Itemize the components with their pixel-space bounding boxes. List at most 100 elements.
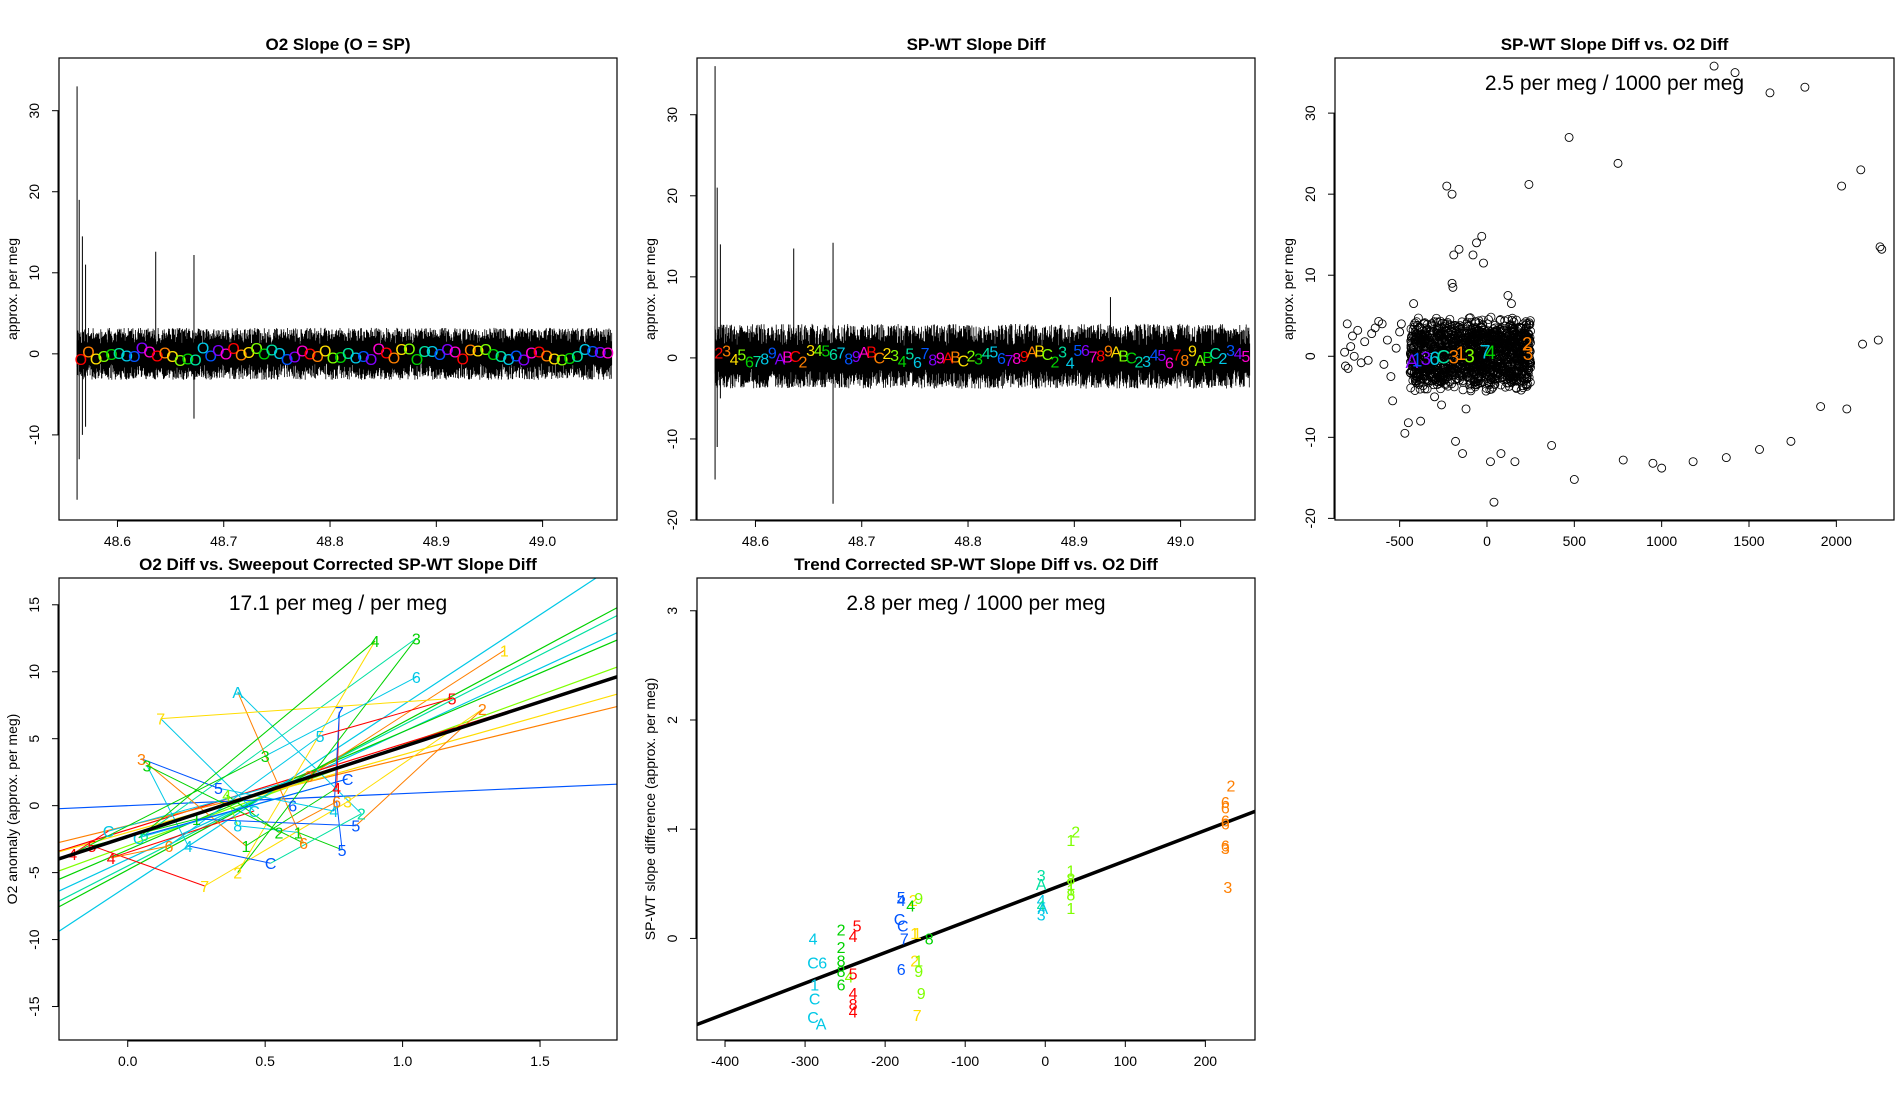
scatter-point <box>1468 250 1478 260</box>
y-tick-label: 10 <box>26 664 42 680</box>
point-label: 3 <box>143 758 152 775</box>
series-marker: O <box>434 347 446 364</box>
series-marker: O <box>594 345 606 362</box>
series-marker: 3 <box>1142 354 1151 371</box>
x-tick-label: 500 <box>1563 533 1587 549</box>
scatter-point <box>1858 339 1868 349</box>
cluster-label: 6 <box>1429 349 1440 370</box>
scatter-point <box>1426 360 1436 370</box>
x-tick-label: 48.8 <box>954 533 981 549</box>
connector-line <box>188 845 271 864</box>
series-marker: 9 <box>1188 344 1197 361</box>
scatter-point <box>1467 361 1477 371</box>
scatter-point <box>1842 404 1852 414</box>
scatter-point <box>1506 346 1516 356</box>
scatter-point <box>1377 319 1387 329</box>
series-marker: O <box>510 349 522 366</box>
x-tick-label: -200 <box>871 1053 899 1069</box>
point-label: C <box>265 856 277 873</box>
point-label: 8 <box>233 819 242 836</box>
series-marker: O <box>136 341 148 358</box>
scatter-point <box>1481 367 1491 377</box>
chart-title: SP-WT Slope Diff <box>907 35 1046 54</box>
series-marker: O <box>105 347 117 364</box>
point-label: 3 <box>137 752 146 769</box>
series-marker: O <box>464 342 476 359</box>
connector-line <box>141 758 247 847</box>
series-marker: O <box>113 346 125 363</box>
connector-line <box>319 698 453 737</box>
plot-area: 23456789ABC23456789ABC23456789ABC2345678… <box>714 66 1250 504</box>
scatter-point <box>1800 82 1810 92</box>
point-label: 6 <box>140 828 149 845</box>
scatter-point <box>1504 331 1514 340</box>
scatter-point <box>1426 329 1435 339</box>
scatter-point <box>1469 368 1479 378</box>
point-label: 4 <box>849 929 858 946</box>
series-marker: 8 <box>1012 351 1021 368</box>
point-label: 1 <box>294 825 303 842</box>
series-marker: 5 <box>737 347 746 364</box>
series-marker: B <box>782 350 793 367</box>
panel-p4: 454CC664337215481C3C26163546543C527A7436… <box>4 555 618 1069</box>
scatter-point <box>1429 355 1438 365</box>
scatter-point <box>1514 366 1524 375</box>
point-label: 7 <box>900 931 909 948</box>
scatter-point <box>1499 331 1509 340</box>
scatter-point <box>1363 355 1373 365</box>
y-tick-label: -10 <box>664 429 680 449</box>
scatter-point <box>1486 312 1496 322</box>
scatter-point <box>1490 339 1500 349</box>
y-tick-label: 0 <box>26 350 42 358</box>
scatter-point <box>1406 343 1416 353</box>
series-marker: O <box>128 349 140 366</box>
scatter-point <box>1515 356 1524 366</box>
x-tick-label: 200 <box>1194 1053 1218 1069</box>
y-axis: -20 -10 0 10 20 30 <box>664 107 697 530</box>
scatter-point <box>1433 365 1443 375</box>
scatter-point <box>1396 319 1406 329</box>
scatter-point <box>1475 350 1485 360</box>
scatter-point <box>1465 334 1475 344</box>
scatter-point <box>1564 132 1574 142</box>
series-marker: B <box>950 350 961 367</box>
series-marker: O <box>602 346 614 363</box>
scatter-point <box>1410 318 1420 328</box>
connector-line <box>278 801 337 833</box>
scatter-point <box>1433 341 1443 351</box>
connector-line <box>141 758 219 789</box>
series-marker: 2 <box>966 349 975 366</box>
series-marker: A <box>1195 353 1206 370</box>
series-marker: 2 <box>714 346 723 363</box>
cluster-label: 3 <box>1448 347 1459 368</box>
series-marker: 8 <box>760 351 769 368</box>
scatter-point <box>1449 341 1459 351</box>
point-label: A <box>1038 901 1049 918</box>
series-marker: B <box>1034 344 1045 361</box>
scatter-point <box>1730 68 1740 78</box>
scatter-point <box>1449 382 1459 392</box>
scatter-point <box>1428 372 1437 382</box>
y-tick-label: -10 <box>26 929 42 949</box>
y-tick-label: 5 <box>26 735 42 743</box>
y-tick-label: 20 <box>1302 186 1318 202</box>
scatter-point <box>1524 320 1534 330</box>
series-marker: 9 <box>852 349 861 366</box>
x-tick-label: 48.8 <box>316 533 343 549</box>
point-label: 7 <box>335 705 344 722</box>
series-marker: O <box>90 352 102 369</box>
scatter-point <box>1486 457 1495 467</box>
x-tick-label: 1.5 <box>530 1053 550 1069</box>
x-tick-label: 2000 <box>1821 533 1852 549</box>
scatter-point <box>1449 250 1459 260</box>
scatter-point <box>1454 244 1464 254</box>
point-label: 4 <box>1037 899 1046 916</box>
fit-line <box>697 809 1255 1027</box>
y-tick-label: -20 <box>664 510 680 530</box>
scatter-point <box>1442 319 1452 329</box>
scatter-point <box>1469 348 1479 358</box>
series-marker: A <box>775 352 786 369</box>
scatter-point <box>1408 346 1418 356</box>
point-label: 2 <box>357 807 366 824</box>
